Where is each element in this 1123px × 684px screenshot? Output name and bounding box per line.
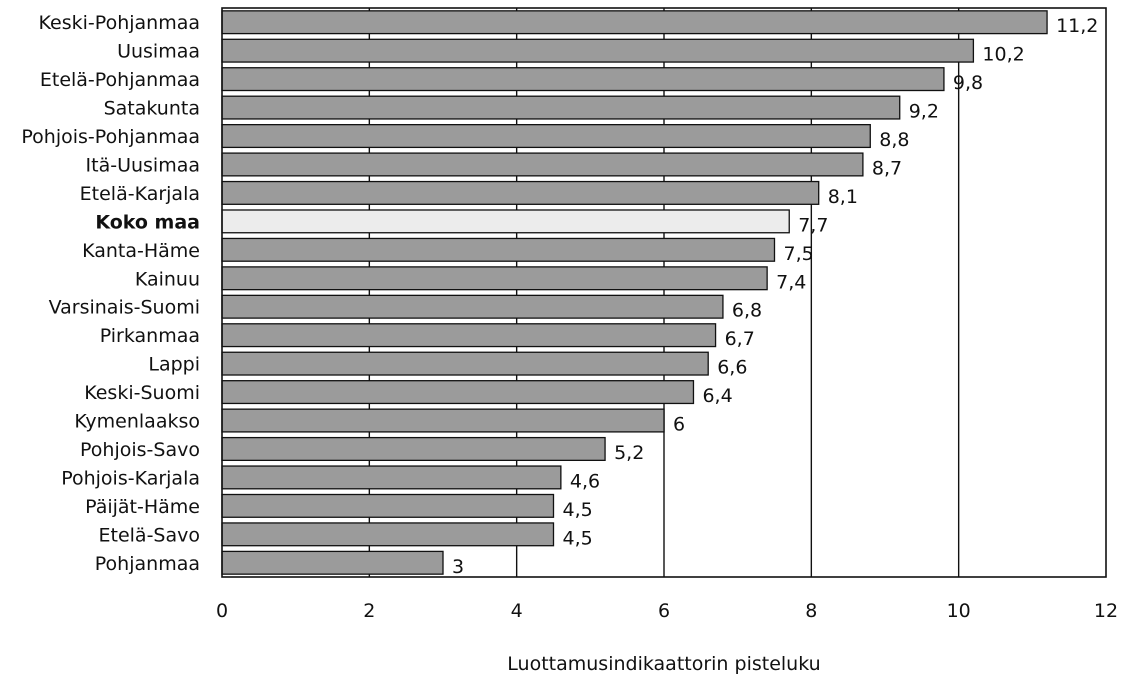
bar-keski-pohjanmaa: [221, 10, 1048, 35]
bar-pohjois-pohjanmaa: [221, 123, 871, 149]
x-tick-label: 8: [805, 600, 817, 622]
bar-kanta-h-me: [221, 237, 776, 262]
x-tick-labels: 0 2 4 6 8 10 12: [216, 600, 1118, 622]
category-label: Koko maa: [95, 211, 200, 233]
bar-kainuu: [221, 266, 768, 291]
bar-pirkanmaa: [221, 323, 717, 348]
category-label: Kymenlaakso: [74, 411, 200, 433]
value-label: 11,2: [1056, 15, 1098, 37]
bar-koko-maa: [221, 209, 790, 234]
bar-p-ij-t-h-me: [221, 493, 555, 518]
bar-pohjois-savo: [221, 436, 606, 462]
bar-etel-savo: [221, 522, 555, 547]
category-label: Uusimaa: [117, 41, 200, 63]
value-label: 7,5: [784, 243, 814, 265]
value-label: 6: [673, 414, 685, 436]
bar-etel-pohjanmaa: [221, 67, 945, 92]
value-label: 4,5: [563, 499, 593, 521]
bar-lappi: [221, 351, 709, 376]
category-labels: Keski-Pohjanmaa Uusimaa Etelä-Pohjanmaa Sat…: [21, 12, 200, 575]
bar-varsinais-suomi: [221, 294, 724, 319]
category-label: Kainuu: [135, 268, 200, 290]
bar-keski-suomi: [221, 380, 695, 405]
x-axis-title: Luottamusindikaattorin pisteluku: [507, 653, 820, 675]
value-label: 6,7: [725, 328, 755, 350]
category-label: Itä-Uusimaa: [86, 154, 200, 176]
category-label: Satakunta: [104, 98, 200, 120]
gridlines: [368, 8, 960, 577]
plot-frame: [221, 7, 1107, 578]
category-label: Päijät-Häme: [85, 496, 200, 518]
value-label: 4,5: [563, 527, 593, 549]
category-label: Pirkanmaa: [100, 325, 200, 347]
value-labels: 11,2 10,2 9,8 9,28,8 8,7 8,17,7 7,5 7,4 6,8 6,7 6,…: [452, 15, 1098, 578]
x-tick-label: 6: [658, 600, 670, 622]
value-label: 6,4: [702, 385, 732, 407]
bar-kymenlaakso: [221, 408, 665, 433]
category-label: Pohjanmaa: [95, 553, 200, 575]
value-label: 9,8: [953, 72, 983, 94]
value-label: 5,2: [614, 442, 644, 464]
bar-pohjois-karjala: [221, 465, 562, 490]
x-tick-label: 4: [511, 600, 523, 622]
value-label: 6,8: [732, 300, 762, 322]
category-label: Pohjois-Karjala: [61, 467, 200, 489]
value-label: 8,8: [879, 129, 909, 151]
value-label: 10,2: [982, 44, 1024, 66]
x-tick-label: 10: [947, 600, 971, 622]
value-label: 7,7: [798, 214, 828, 236]
value-label: 8,1: [828, 186, 858, 208]
category-label: Pohjois-Pohjanmaa: [21, 126, 200, 148]
category-label: Etelä-Karjala: [80, 183, 200, 205]
bar-uusimaa: [221, 38, 975, 63]
category-label: Pohjois-Savo: [80, 439, 200, 461]
x-tick-label: 12: [1094, 600, 1118, 622]
x-tick-label: 0: [216, 600, 228, 622]
value-label: 9,2: [909, 101, 939, 123]
category-label: Kanta-Häme: [82, 240, 200, 262]
category-label: Keski-Suomi: [84, 382, 200, 404]
category-label: Keski-Pohjanmaa: [39, 12, 200, 34]
category-label: Lappi: [148, 354, 200, 376]
x-tick-label: 2: [363, 600, 375, 622]
category-label: Varsinais-Suomi: [49, 297, 200, 319]
bar-satakunta: [221, 95, 901, 120]
category-label: Etelä-Savo: [99, 524, 201, 546]
value-label: 7,4: [776, 271, 806, 293]
value-label: 4,6: [570, 470, 600, 492]
value-label: 6,6: [717, 357, 747, 379]
bar-pohjanmaa: [221, 550, 444, 575]
value-label: 3: [452, 556, 464, 578]
value-label: 8,7: [872, 157, 902, 179]
bar-etel-karjala: [221, 180, 820, 205]
bar-it-uusimaa: [221, 152, 864, 177]
bars: [221, 10, 1048, 575]
category-label: Etelä-Pohjanmaa: [40, 69, 200, 91]
